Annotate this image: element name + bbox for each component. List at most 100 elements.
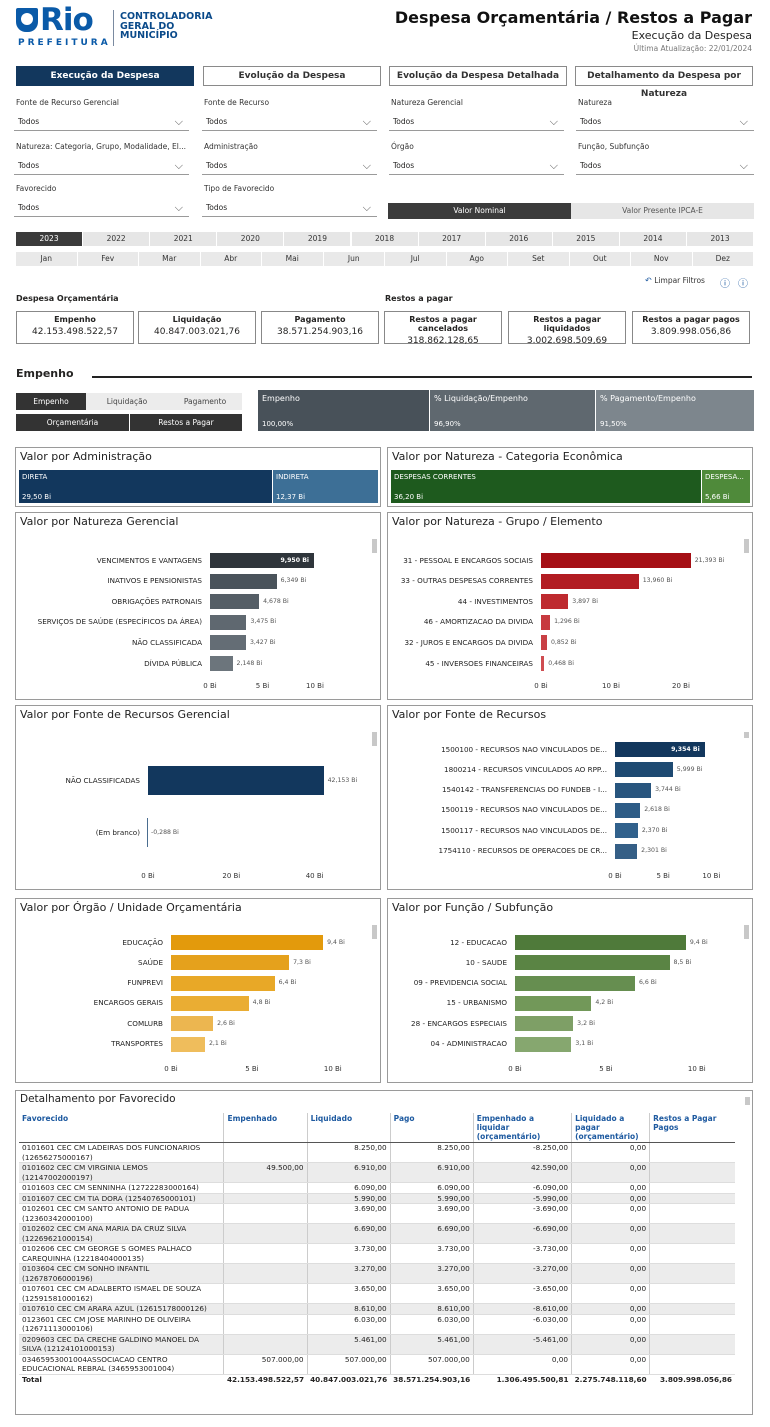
chart-scrollbar[interactable] <box>372 925 377 939</box>
bar[interactable] <box>515 935 686 950</box>
bar[interactable] <box>210 594 260 610</box>
column-header[interactable]: Favorecido <box>19 1113 224 1143</box>
table-row[interactable]: 0102601 CEC CM SANTO ANTONIO DE PADUA (1… <box>19 1203 735 1224</box>
table-row[interactable]: 0103604 CEC CM SONHO INFANTIL (126787060… <box>19 1263 735 1284</box>
bar[interactable] <box>171 1036 205 1052</box>
bar[interactable] <box>171 995 249 1011</box>
month-slicer-item[interactable]: Jun <box>323 252 384 266</box>
column-header[interactable]: Restos a Pagar Pagos <box>649 1113 735 1143</box>
table-row[interactable]: 0102602 CEC CM ANA MARIA DA CRUZ SILVA (… <box>19 1223 735 1244</box>
measure-pagamento-button[interactable]: Pagamento <box>168 393 242 410</box>
chart-scrollbar[interactable] <box>744 925 749 939</box>
scope-orcamentaria-button[interactable]: Orçamentária <box>16 414 129 431</box>
filter-dropdown[interactable]: Todos ⌵ <box>576 113 754 131</box>
month-slicer-item[interactable]: Set <box>508 252 569 266</box>
bar[interactable] <box>615 802 641 818</box>
table-row[interactable]: 0123601 CEC CM JOSE MARINHO DE OLIVEIRA … <box>19 1314 735 1335</box>
month-slicer-item[interactable]: Fev <box>77 252 138 266</box>
chart-scrollbar[interactable] <box>372 539 377 553</box>
column-header[interactable]: Empenhado <box>223 1113 308 1143</box>
table-row[interactable]: 0107601 CEC CM ADALBERTO ISMAEL DE SOUZA… <box>19 1283 735 1304</box>
bar[interactable] <box>615 782 652 798</box>
bar[interactable] <box>515 975 635 991</box>
column-header[interactable]: Empenhado a liquidar (orçamentário) <box>472 1113 572 1143</box>
table-scrollbar[interactable] <box>745 1097 750 1105</box>
treemap-despesas-correntes[interactable]: DESPESAS CORRENTES 36,20 Bi <box>391 470 701 503</box>
column-header[interactable]: Liquidado a pagar (orçamentário) <box>571 1113 650 1143</box>
bar[interactable] <box>541 553 691 568</box>
bar[interactable] <box>541 656 545 671</box>
table-row[interactable]: 0101602 CEC CM VIRGINIA LEMOS (121470020… <box>19 1162 735 1183</box>
bar[interactable] <box>515 955 670 971</box>
year-slicer-item[interactable]: 2021 <box>150 232 217 246</box>
filter-dropdown[interactable]: Todos ⌵ <box>389 157 564 175</box>
treemap-direta[interactable]: DIRETA 29,50 Bi <box>19 470 272 503</box>
tab-detalhamento-natureza[interactable]: Detalhamento da Despesa por Natureza <box>575 66 753 99</box>
bar[interactable] <box>210 635 246 651</box>
bar[interactable] <box>171 935 324 950</box>
toggle-valor-nominal[interactable]: Valor Nominal <box>388 203 571 219</box>
month-slicer-item[interactable]: Dez <box>692 252 753 266</box>
bar[interactable] <box>541 573 639 589</box>
bar[interactable] <box>615 823 638 839</box>
table-row[interactable]: 0101607 CEC CM TIA DORA (12540765000101)… <box>19 1193 735 1204</box>
table-row[interactable]: 0101603 CEC CM SENNINHA (12722283000164)… <box>19 1182 735 1194</box>
year-slicer-item[interactable]: 2016 <box>485 232 552 246</box>
month-slicer-item[interactable]: Jan <box>16 252 77 266</box>
table-row[interactable]: 03465953001004ASSOCIACAO CENTRO EDUCACIO… <box>19 1354 735 1375</box>
table-row[interactable]: 0101601 CEC CM LADEIRAS DOS FUNCIONARIOS… <box>19 1142 735 1163</box>
bar[interactable] <box>171 955 290 971</box>
chart-scrollbar[interactable] <box>372 732 377 746</box>
measure-liquidacao-button[interactable]: Liquidação <box>86 393 168 410</box>
table-row[interactable]: 0209603 CEC DA CRECHE GALDINO MANOEL DA … <box>19 1334 735 1355</box>
filter-dropdown[interactable]: Todos ⌵ <box>14 113 189 131</box>
filter-dropdown[interactable]: Todos ⌵ <box>389 113 564 131</box>
month-slicer-item[interactable]: Mar <box>139 252 200 266</box>
table-row[interactable]: 0102606 CEC CM GEORGE S GOMES PALHACO CA… <box>19 1243 735 1264</box>
month-slicer-item[interactable]: Jul <box>385 252 446 266</box>
year-slicer-item[interactable]: 2017 <box>418 232 485 246</box>
column-header[interactable]: Pago <box>389 1113 474 1143</box>
bar[interactable] <box>210 573 277 589</box>
bar[interactable] <box>515 995 592 1011</box>
month-slicer-item[interactable]: Out <box>569 252 630 266</box>
month-slicer-item[interactable]: Mai <box>262 252 323 266</box>
year-slicer-item[interactable]: 2022 <box>83 232 150 246</box>
filter-dropdown[interactable]: Todos ⌵ <box>202 113 377 131</box>
toggle-valor-presente[interactable]: Valor Presente IPCA-E <box>571 203 754 219</box>
year-slicer-item[interactable]: 2018 <box>351 232 418 246</box>
bar[interactable] <box>541 614 551 630</box>
tab-execucao-despesa[interactable]: Execução da Despesa <box>16 66 194 86</box>
filter-dropdown[interactable]: Todos ⌵ <box>14 157 189 175</box>
treemap-indireta[interactable]: INDIRETA 12,37 Bi <box>273 470 378 503</box>
month-slicer-item[interactable]: Nov <box>631 252 692 266</box>
bar[interactable] <box>615 762 673 778</box>
month-slicer-item[interactable]: Abr <box>200 252 261 266</box>
bar[interactable] <box>515 1036 572 1052</box>
clear-filters-button[interactable]: ↶ Limpar Filtros <box>645 276 705 285</box>
year-slicer-item[interactable]: 2019 <box>284 232 351 246</box>
year-slicer-item[interactable]: 2023 <box>16 232 83 246</box>
year-slicer-item[interactable]: 2020 <box>217 232 284 246</box>
help-icon[interactable]: ⓘ <box>738 279 748 290</box>
measure-empenho-button[interactable]: Empenho <box>16 393 86 410</box>
bar[interactable] <box>148 766 324 795</box>
bar[interactable] <box>210 553 315 568</box>
filter-dropdown[interactable]: Todos ⌵ <box>202 157 377 175</box>
filter-dropdown[interactable]: Todos ⌵ <box>202 199 377 217</box>
year-slicer-item[interactable]: 2015 <box>552 232 619 246</box>
bar[interactable] <box>171 1016 214 1032</box>
bar[interactable] <box>210 656 233 671</box>
bar[interactable] <box>541 635 547 651</box>
year-slicer-item[interactable]: 2013 <box>687 232 754 246</box>
bar[interactable] <box>541 594 569 610</box>
bar[interactable] <box>171 975 275 991</box>
month-slicer-item[interactable]: Ago <box>446 252 507 266</box>
table-row[interactable]: 0107610 CEC CM ARARA AZUL (1261517800012… <box>19 1303 735 1315</box>
year-slicer-item[interactable]: 2014 <box>619 232 686 246</box>
filter-dropdown[interactable]: Todos ⌵ <box>14 199 189 217</box>
column-header[interactable]: Liquidado <box>306 1113 391 1143</box>
bar[interactable] <box>146 818 148 847</box>
filter-dropdown[interactable]: Todos ⌵ <box>576 157 754 175</box>
chart-scrollbar[interactable] <box>744 539 749 553</box>
